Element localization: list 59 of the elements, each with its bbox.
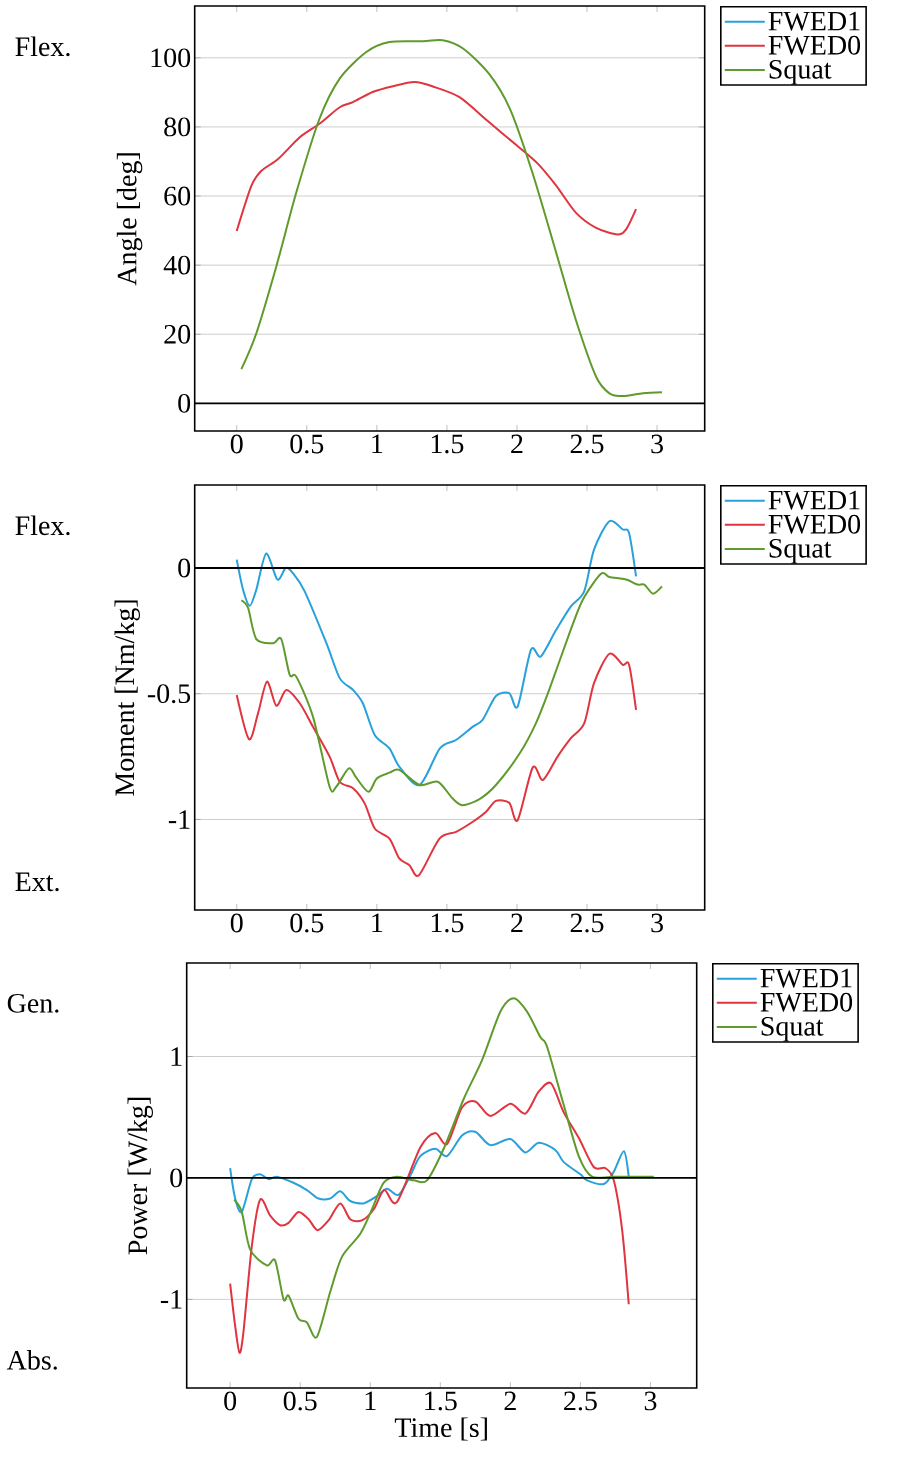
x-tick-label: 2	[504, 1391, 516, 1411]
x-tick-label: 2	[511, 913, 523, 933]
x-tick-label: 0.5	[290, 913, 324, 933]
legend-label: FWED0	[760, 992, 853, 1012]
y-tick-label: 20	[164, 324, 191, 344]
legend-label: FWED0	[768, 514, 861, 534]
text: Flex.	[15, 515, 70, 536]
x-tick-label: 3	[651, 913, 663, 933]
line-series	[233, 997, 655, 1338]
x-tick-label: 2.5	[570, 913, 604, 933]
x-tick-label: 1	[372, 913, 383, 933]
y-tick-label: 0	[170, 1168, 183, 1188]
x-tick-label: 0	[224, 1391, 237, 1411]
text: Ext.	[15, 872, 59, 892]
text: Flex.	[15, 36, 70, 57]
x-tick-label: 3	[644, 1391, 657, 1411]
y-tick-label: -0.5	[147, 684, 191, 704]
y-tick-label: 40	[163, 255, 191, 275]
x-tick-label: 0	[230, 913, 243, 933]
line-series	[229, 1130, 630, 1213]
x-tick-label: 2	[511, 434, 523, 454]
y-tick-label: 80	[164, 117, 191, 137]
x-tick-label: 1	[372, 434, 383, 454]
x-tick-label: 1.5	[431, 434, 464, 454]
x-tick-label: 1.5	[425, 1391, 457, 1411]
y-axis-title: Power [W/kg]	[127, 1097, 153, 1255]
x-tick-label: 1.5	[431, 913, 464, 933]
y-tick-label: 100	[151, 48, 191, 68]
legend-label: FWED1	[768, 11, 860, 31]
legend-label: Squat	[761, 1016, 824, 1042]
x-tick-label: 0.5	[290, 434, 324, 454]
x-tick-label: 0	[230, 434, 243, 454]
line-series	[240, 572, 663, 807]
line-series	[229, 1081, 630, 1354]
line-series	[235, 81, 638, 236]
y-axis-title: Moment [Nm/kg]	[114, 600, 140, 796]
legend-label: FWED1	[760, 968, 852, 988]
legend-label: FWED0	[768, 35, 861, 55]
text: Abs.	[6, 1350, 57, 1370]
y-tick-label: 0	[178, 558, 191, 578]
x-tick-label: 2.5	[564, 1391, 597, 1411]
legend-label: Squat	[769, 59, 832, 85]
x-tick-label: 3	[651, 434, 663, 454]
line-series	[235, 520, 638, 787]
legend-label: FWED1	[768, 490, 860, 510]
x-tick-label: 2.5	[570, 434, 604, 454]
line-series	[235, 652, 638, 877]
x-tick-label: 0.5	[283, 1391, 317, 1411]
x-tick-label: 1	[365, 1391, 376, 1411]
legend-label: Squat	[769, 538, 832, 564]
text: Gen.	[7, 993, 59, 1013]
y-tick-label: 0	[178, 393, 191, 413]
y-tick-label: -1	[168, 810, 190, 829]
x-axis-title: Time [s]	[394, 1417, 487, 1441]
line-series	[240, 39, 663, 398]
y-tick-label: 60	[164, 186, 191, 206]
y-tick-label: 1	[171, 1047, 182, 1066]
y-tick-label: -1	[160, 1290, 182, 1309]
y-axis-title: Angle [deg]	[116, 153, 143, 286]
